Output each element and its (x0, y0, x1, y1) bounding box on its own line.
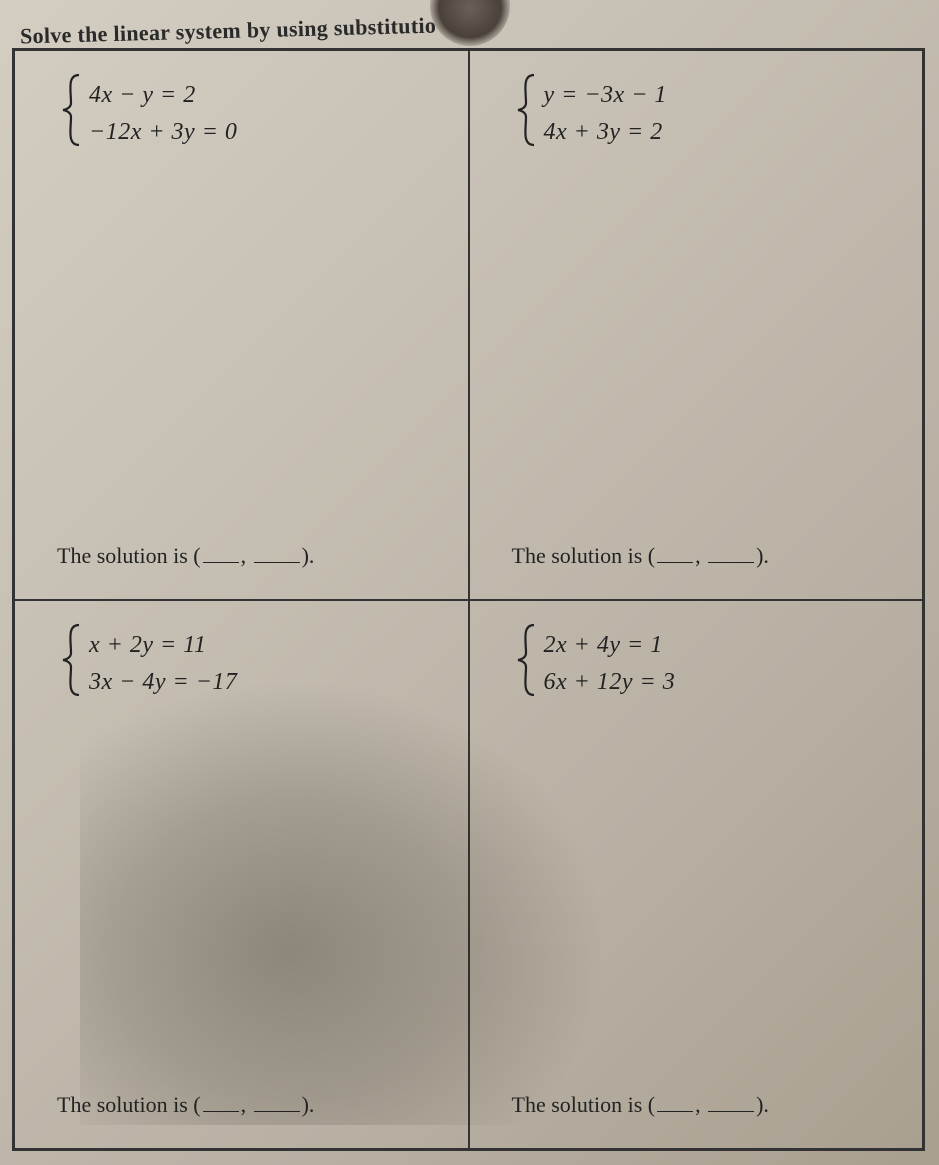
problem-cell-1: 4x − y = 2 −12x + 3y = 0 The solution is… (14, 50, 469, 600)
problem-cell-2: y = −3x − 1 4x + 3y = 2 The solution is … (469, 50, 924, 600)
equation-1: 4x − y = 2 (89, 77, 438, 114)
solution-mid: , (695, 543, 701, 568)
blank-y[interactable] (708, 543, 754, 563)
equation-1: x + 2y = 11 (89, 627, 438, 664)
brace-icon (57, 623, 85, 697)
system-of-equations: 2x + 4y = 1 6x + 12y = 3 (518, 627, 893, 701)
blank-x[interactable] (657, 1092, 693, 1112)
brace-icon (512, 73, 540, 147)
solution-line: The solution is (, ). (512, 543, 893, 569)
equation-2: 4x + 3y = 2 (544, 114, 893, 151)
blank-x[interactable] (203, 1092, 239, 1112)
solution-prefix: The solution is ( (57, 543, 201, 568)
problem-grid: 4x − y = 2 −12x + 3y = 0 The solution is… (12, 48, 925, 1151)
blank-y[interactable] (708, 1092, 754, 1112)
system-of-equations: y = −3x − 1 4x + 3y = 2 (518, 77, 893, 151)
worksheet-page: Solve the linear system by using substit… (0, 0, 939, 1165)
solution-mid: , (241, 543, 247, 568)
blank-y[interactable] (254, 1092, 300, 1112)
equation-2: 6x + 12y = 3 (544, 664, 893, 701)
equation-2: 3x − 4y = −17 (89, 664, 438, 701)
problem-cell-4: 2x + 4y = 1 6x + 12y = 3 The solution is… (469, 600, 924, 1150)
brace-icon (512, 623, 540, 697)
problem-cell-3: x + 2y = 11 3x − 4y = −17 The solution i… (14, 600, 469, 1150)
solution-prefix: The solution is ( (57, 1092, 201, 1117)
system-of-equations: 4x − y = 2 −12x + 3y = 0 (63, 77, 438, 151)
brace-icon (57, 73, 85, 147)
solution-mid: , (241, 1092, 247, 1117)
solution-prefix: The solution is ( (512, 543, 656, 568)
solution-suffix: ). (302, 543, 315, 568)
solution-suffix: ). (756, 1092, 769, 1117)
solution-line: The solution is (, ). (512, 1092, 893, 1118)
solution-prefix: The solution is ( (512, 1092, 656, 1117)
equation-2: −12x + 3y = 0 (89, 114, 438, 151)
solution-line: The solution is (, ). (57, 543, 438, 569)
equation-1: 2x + 4y = 1 (544, 627, 893, 664)
blank-x[interactable] (657, 543, 693, 563)
binder-clip-shadow (430, 0, 510, 46)
system-of-equations: x + 2y = 11 3x − 4y = −17 (63, 627, 438, 701)
equation-1: y = −3x − 1 (544, 77, 893, 114)
solution-line: The solution is (, ). (57, 1092, 438, 1118)
page-title: Solve the linear system by using substit… (20, 13, 437, 50)
blank-y[interactable] (254, 543, 300, 563)
blank-x[interactable] (203, 543, 239, 563)
solution-suffix: ). (756, 543, 769, 568)
solution-suffix: ). (302, 1092, 315, 1117)
solution-mid: , (695, 1092, 701, 1117)
